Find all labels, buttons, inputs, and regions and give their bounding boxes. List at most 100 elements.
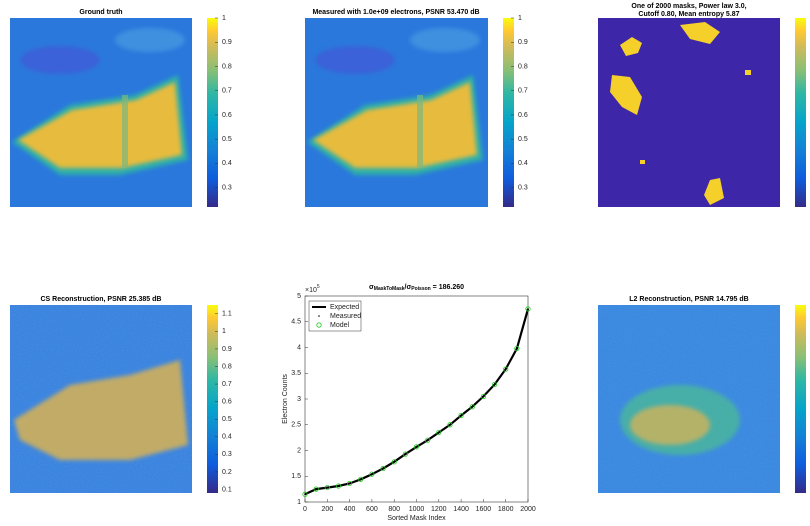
colorbar-tick-label: 0.7	[222, 88, 232, 95]
colorbar-tick-label: 1	[222, 328, 226, 335]
point	[482, 395, 485, 398]
point	[471, 405, 474, 408]
colorbar-tick-label: 0.9	[222, 346, 232, 353]
x-tick-label: 1800	[498, 506, 514, 513]
point	[382, 467, 384, 470]
y-tick-label: 5	[297, 293, 301, 300]
y-axis-label: Electron Counts	[282, 374, 289, 424]
legend-label: Measured	[330, 313, 361, 320]
point	[493, 383, 496, 386]
panel-title: L2 Reconstruction, PSNR 14.795 dB	[629, 296, 748, 303]
image	[598, 18, 780, 207]
point	[402, 451, 408, 457]
point	[380, 465, 386, 472]
point	[326, 486, 329, 489]
point	[313, 486, 319, 492]
legend-swatch	[318, 315, 320, 317]
point	[469, 404, 475, 410]
point	[337, 485, 340, 487]
point	[413, 444, 420, 450]
point	[324, 484, 330, 491]
x-tick-label: 1200	[431, 506, 447, 513]
point	[371, 473, 373, 475]
colorbar-tick-label: 1	[222, 15, 226, 22]
x-axis-label: Sorted Mask Index	[387, 515, 446, 521]
point	[415, 446, 418, 448]
point	[304, 493, 306, 496]
colorbar-tick-label: 0.7	[222, 381, 232, 388]
image	[598, 305, 780, 493]
point	[525, 306, 531, 312]
colorbar	[795, 305, 806, 493]
colorbar	[503, 18, 514, 207]
panel-title: Measured with 1.0e+09 electrons, PSNR 53…	[312, 9, 479, 16]
colorbar	[207, 18, 218, 207]
y-tick-label: 3.5	[291, 370, 301, 377]
title-part: σ	[369, 284, 374, 291]
x-tick-label: 1000	[409, 506, 425, 513]
y-tick-label: 4	[297, 344, 301, 351]
point	[391, 459, 397, 465]
y-tick-label: 1	[297, 499, 301, 506]
y-tick-label: 1.5	[291, 473, 301, 480]
point	[460, 414, 462, 417]
colorbar-tick-label: 0.3	[222, 451, 232, 458]
colorbar-tick-label: 0.4	[222, 434, 232, 441]
x-tick-label: 1600	[476, 506, 492, 513]
point	[436, 429, 442, 436]
colorbar	[207, 305, 218, 493]
point	[302, 491, 308, 497]
y-tick-label: 4.5	[291, 319, 301, 326]
point	[514, 345, 520, 352]
title-part: = 186.260	[431, 284, 464, 291]
panel-title: Cutoff 0.80, Mean entropy 5.87	[638, 11, 739, 18]
x-tick-label: 0	[303, 506, 307, 513]
point	[404, 453, 407, 455]
point	[449, 423, 451, 426]
legend-label: Model	[330, 322, 350, 329]
panel-title: Ground truth	[79, 9, 122, 16]
point	[503, 366, 509, 372]
point	[348, 482, 351, 485]
y-tick-label: 2.5	[291, 422, 301, 429]
x-tick-label: 600	[366, 506, 378, 513]
colorbar-tick-label: 0.7	[518, 88, 528, 95]
colorbar-tick-label: 0.2	[222, 469, 232, 476]
multiplier-base: ×10	[305, 287, 317, 294]
colorbar-tick-label: 0.6	[222, 398, 232, 405]
colorbar-tick-label: 1	[518, 15, 522, 22]
y-tick-label: 3	[297, 396, 301, 403]
point	[425, 437, 431, 443]
colorbar-tick-label: 0.8	[222, 63, 232, 70]
colorbar-tick-label: 0.4	[222, 160, 232, 167]
title-part: Poisson	[411, 286, 430, 292]
point	[359, 478, 362, 481]
title-part: MaskToMask	[374, 286, 405, 292]
point	[447, 422, 453, 428]
colorbar-tick-label: 1.1	[222, 311, 232, 318]
colorbar-tick-label: 0.5	[222, 416, 232, 423]
axis-multiplier: ×105	[305, 284, 320, 294]
x-tick-label: 1400	[453, 506, 469, 513]
title-part: /σ	[405, 284, 412, 291]
panel-title: CS Reconstruction, PSNR 25.385 dB	[41, 296, 162, 303]
colorbar-tick-label: 0.9	[518, 39, 528, 46]
point	[527, 308, 529, 310]
colorbar-tick-label: 0.3	[518, 184, 528, 191]
legend-label: Expected	[330, 304, 359, 311]
colorbar-tick-label: 0.4	[518, 160, 528, 167]
panel-title: One of 2000 masks, Power law 3.0,	[631, 3, 746, 10]
point	[480, 393, 486, 400]
image	[10, 18, 192, 207]
colorbar	[795, 18, 806, 207]
point	[393, 461, 396, 463]
point	[438, 431, 440, 434]
point	[346, 480, 353, 487]
x-tick-label: 400	[344, 506, 356, 513]
image	[10, 305, 192, 493]
point	[458, 412, 464, 419]
point	[335, 483, 342, 489]
point	[504, 368, 507, 370]
colorbar-tick-label: 0.6	[222, 112, 232, 119]
